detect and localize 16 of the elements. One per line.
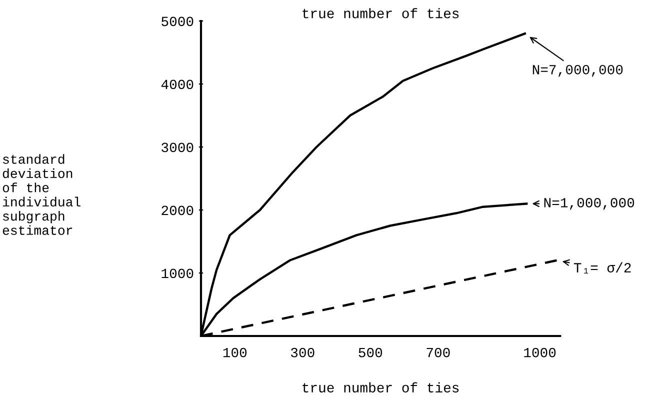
x-axis-title: true number of ties	[302, 382, 459, 392]
x-tick-label: 500	[358, 348, 382, 358]
y-tick-label: 1000	[162, 268, 194, 278]
y-tick-label: 3000	[162, 142, 194, 152]
chart-title: true number of ties	[302, 8, 459, 18]
y-tick-label: 4000	[161, 80, 194, 90]
annotation: N=1,000,000	[544, 198, 634, 210]
annotation: T₁= σ/2	[574, 262, 631, 274]
annotation: N=7,000,000	[532, 64, 623, 77]
x-tick-label: 300	[291, 348, 314, 358]
x-tick-label: 700	[426, 348, 450, 358]
y-tick-label: 2000	[162, 206, 194, 216]
y-tick-label: 5000	[162, 16, 194, 26]
text: standard deviation of the individual subgraph estimator	[2, 154, 80, 235]
x-tick-label: 100	[223, 348, 247, 358]
x-tick-label: 1000	[524, 348, 556, 358]
